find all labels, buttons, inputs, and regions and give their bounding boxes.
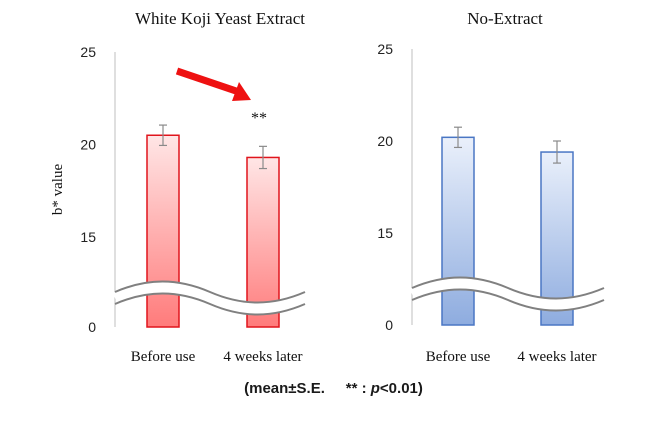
trend-arrow-head — [232, 82, 251, 101]
panel-1-bar — [441, 136, 475, 326]
panel-1-y-tick: 20 — [377, 133, 393, 149]
panel-1-category-label: Before use — [426, 349, 491, 365]
panel-0-axis-break-band — [112, 282, 308, 314]
panel-0-significance-mark: ** — [251, 110, 267, 127]
panel-1-axis-break-line — [411, 276, 605, 300]
panel-1-title: No-Extract — [467, 9, 543, 28]
trend-arrow-shaft — [175, 67, 241, 96]
panel-1-axis-break-line — [411, 288, 605, 312]
note-p-threshold: <0.01) — [379, 380, 423, 397]
panel-0-y-tick: 20 — [80, 137, 96, 153]
panel-0-bar — [246, 156, 280, 328]
panel-0-bar — [146, 134, 180, 328]
note-mean-se: (mean±S.E. — [244, 380, 325, 397]
panel-1-category-label: 4 weeks later — [517, 349, 596, 365]
panel-1-y-tick: 15 — [377, 225, 393, 241]
panel-0-y-tick: 15 — [80, 229, 96, 245]
panel-0-category-label: Before use — [131, 349, 196, 365]
note-p-symbol: p — [370, 380, 380, 397]
panel-1-axis-break-band — [409, 278, 607, 310]
panel-0-y-tick: 25 — [80, 44, 96, 60]
panel-0-axis-break-line — [114, 280, 306, 304]
panel-0-category-label: 4 weeks later — [223, 349, 302, 365]
panel-0-axis-break-line — [114, 292, 306, 316]
panel-1-y-tick: 0 — [385, 317, 393, 333]
panel-0-y-tick: 0 — [88, 319, 96, 335]
note-significance-mark: ** : — [345, 380, 367, 397]
panel-1-y-tick: 25 — [377, 41, 393, 57]
panel-0-y-label: b* value — [50, 164, 66, 216]
panel-0-title: White Koji Yeast Extract — [135, 9, 305, 28]
statistics-note: (mean±S.E. ** : p<0.01) — [0, 380, 667, 397]
